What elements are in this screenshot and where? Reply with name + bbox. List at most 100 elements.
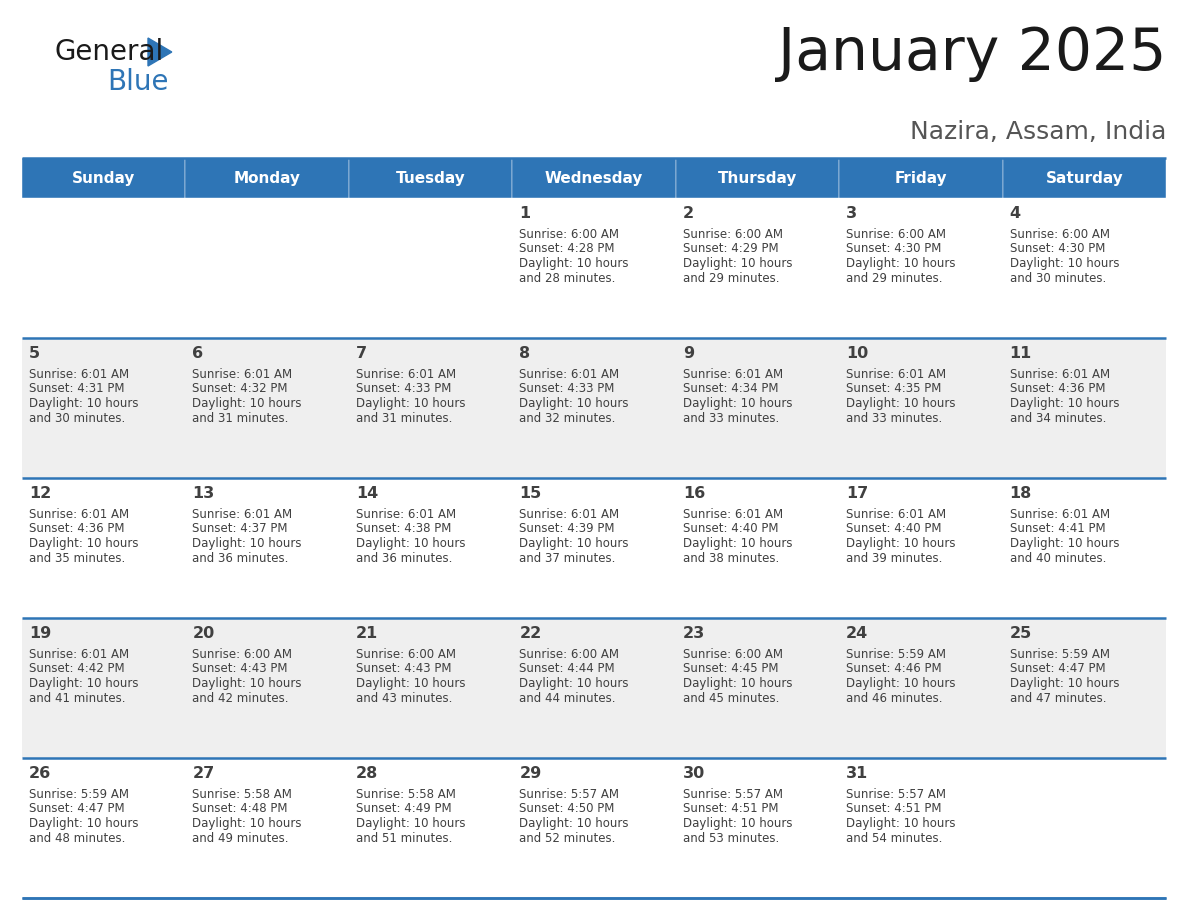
Text: and 45 minutes.: and 45 minutes.	[683, 691, 779, 704]
Text: Sunday: Sunday	[72, 171, 135, 185]
Text: 8: 8	[519, 346, 530, 361]
Bar	[185, 758, 349, 898]
Text: Sunrise: 6:01 AM: Sunrise: 6:01 AM	[356, 368, 456, 381]
Text: 21: 21	[356, 626, 378, 641]
Text: Sunrise: 6:01 AM: Sunrise: 6:01 AM	[192, 508, 292, 521]
Text: and 54 minutes.: and 54 minutes.	[846, 832, 942, 845]
Text: and 39 minutes.: and 39 minutes.	[846, 552, 942, 565]
Text: and 40 minutes.: and 40 minutes.	[1010, 552, 1106, 565]
Text: Daylight: 10 hours: Daylight: 10 hours	[519, 677, 628, 690]
Text: Daylight: 10 hours: Daylight: 10 hours	[29, 397, 139, 410]
Text: Daylight: 10 hours: Daylight: 10 hours	[519, 537, 628, 550]
Bar	[676, 198, 839, 338]
Text: Sunrise: 5:59 AM: Sunrise: 5:59 AM	[29, 788, 129, 801]
Bar	[23, 478, 185, 618]
Text: Daylight: 10 hours: Daylight: 10 hours	[683, 537, 792, 550]
Bar	[1003, 158, 1165, 198]
Text: 17: 17	[846, 486, 868, 501]
Text: and 49 minutes.: and 49 minutes.	[192, 832, 289, 845]
Text: 10: 10	[846, 346, 868, 361]
Bar	[349, 158, 512, 198]
Text: Sunset: 4:30 PM: Sunset: 4:30 PM	[1010, 242, 1105, 255]
Text: January 2025: January 2025	[778, 25, 1165, 82]
Text: Sunrise: 6:01 AM: Sunrise: 6:01 AM	[683, 368, 783, 381]
Polygon shape	[148, 38, 172, 66]
Text: Sunset: 4:48 PM: Sunset: 4:48 PM	[192, 802, 287, 815]
Bar	[23, 158, 185, 198]
Text: 1: 1	[519, 206, 530, 221]
Text: Sunrise: 6:01 AM: Sunrise: 6:01 AM	[29, 648, 129, 661]
Text: 18: 18	[1010, 486, 1032, 501]
Bar	[839, 618, 1003, 758]
Bar	[23, 758, 185, 898]
Text: Sunset: 4:43 PM: Sunset: 4:43 PM	[192, 663, 287, 676]
Text: Sunset: 4:34 PM: Sunset: 4:34 PM	[683, 383, 778, 396]
Bar	[1003, 478, 1165, 618]
Text: and 31 minutes.: and 31 minutes.	[192, 411, 289, 424]
Text: Monday: Monday	[234, 171, 301, 185]
Text: 30: 30	[683, 766, 704, 781]
Text: Sunset: 4:49 PM: Sunset: 4:49 PM	[356, 802, 451, 815]
Text: Sunrise: 6:01 AM: Sunrise: 6:01 AM	[846, 508, 947, 521]
Text: Sunrise: 6:01 AM: Sunrise: 6:01 AM	[29, 508, 129, 521]
Text: Wednesday: Wednesday	[545, 171, 643, 185]
Bar	[676, 478, 839, 618]
Text: 20: 20	[192, 626, 215, 641]
Text: Sunset: 4:44 PM: Sunset: 4:44 PM	[519, 663, 615, 676]
Text: 25: 25	[1010, 626, 1032, 641]
Bar	[512, 158, 676, 198]
Bar	[676, 618, 839, 758]
Bar	[349, 618, 512, 758]
Bar	[185, 158, 349, 198]
Text: Daylight: 10 hours: Daylight: 10 hours	[683, 397, 792, 410]
Bar	[349, 338, 512, 478]
Text: Sunrise: 6:01 AM: Sunrise: 6:01 AM	[519, 508, 619, 521]
Text: Sunrise: 6:01 AM: Sunrise: 6:01 AM	[29, 368, 129, 381]
Bar	[349, 478, 512, 618]
Bar	[676, 338, 839, 478]
Text: Daylight: 10 hours: Daylight: 10 hours	[29, 817, 139, 830]
Text: Sunrise: 5:59 AM: Sunrise: 5:59 AM	[846, 648, 946, 661]
Text: Sunrise: 5:57 AM: Sunrise: 5:57 AM	[683, 788, 783, 801]
Text: Sunrise: 6:01 AM: Sunrise: 6:01 AM	[1010, 368, 1110, 381]
Text: 23: 23	[683, 626, 704, 641]
Text: Sunset: 4:38 PM: Sunset: 4:38 PM	[356, 522, 451, 535]
Text: 16: 16	[683, 486, 704, 501]
Text: Sunset: 4:30 PM: Sunset: 4:30 PM	[846, 242, 942, 255]
Text: and 37 minutes.: and 37 minutes.	[519, 552, 615, 565]
Text: and 43 minutes.: and 43 minutes.	[356, 691, 453, 704]
Text: 12: 12	[29, 486, 51, 501]
Text: and 48 minutes.: and 48 minutes.	[29, 832, 126, 845]
Text: Sunrise: 6:00 AM: Sunrise: 6:00 AM	[356, 648, 456, 661]
Bar	[1003, 338, 1165, 478]
Text: 24: 24	[846, 626, 868, 641]
Text: 11: 11	[1010, 346, 1032, 361]
Text: Saturday: Saturday	[1045, 171, 1123, 185]
Text: Sunset: 4:40 PM: Sunset: 4:40 PM	[683, 522, 778, 535]
Text: Nazira, Assam, India: Nazira, Assam, India	[910, 120, 1165, 144]
Text: Daylight: 10 hours: Daylight: 10 hours	[846, 537, 955, 550]
Text: and 36 minutes.: and 36 minutes.	[356, 552, 453, 565]
Text: Sunset: 4:47 PM: Sunset: 4:47 PM	[1010, 663, 1105, 676]
Bar	[839, 478, 1003, 618]
Text: Daylight: 10 hours: Daylight: 10 hours	[29, 537, 139, 550]
Text: and 34 minutes.: and 34 minutes.	[1010, 411, 1106, 424]
Text: 29: 29	[519, 766, 542, 781]
Text: Daylight: 10 hours: Daylight: 10 hours	[846, 397, 955, 410]
Text: Sunrise: 6:01 AM: Sunrise: 6:01 AM	[846, 368, 947, 381]
Text: Sunrise: 6:00 AM: Sunrise: 6:00 AM	[683, 228, 783, 241]
Text: Sunrise: 5:58 AM: Sunrise: 5:58 AM	[356, 788, 456, 801]
Text: Daylight: 10 hours: Daylight: 10 hours	[356, 817, 466, 830]
Text: and 35 minutes.: and 35 minutes.	[29, 552, 125, 565]
Text: 4: 4	[1010, 206, 1020, 221]
Bar	[676, 158, 839, 198]
Text: Daylight: 10 hours: Daylight: 10 hours	[519, 257, 628, 270]
Text: Daylight: 10 hours: Daylight: 10 hours	[683, 677, 792, 690]
Text: Daylight: 10 hours: Daylight: 10 hours	[192, 537, 302, 550]
Text: Sunset: 4:47 PM: Sunset: 4:47 PM	[29, 802, 125, 815]
Text: Sunset: 4:28 PM: Sunset: 4:28 PM	[519, 242, 614, 255]
Text: Daylight: 10 hours: Daylight: 10 hours	[192, 677, 302, 690]
Text: 3: 3	[846, 206, 858, 221]
Text: 7: 7	[356, 346, 367, 361]
Text: Daylight: 10 hours: Daylight: 10 hours	[846, 257, 955, 270]
